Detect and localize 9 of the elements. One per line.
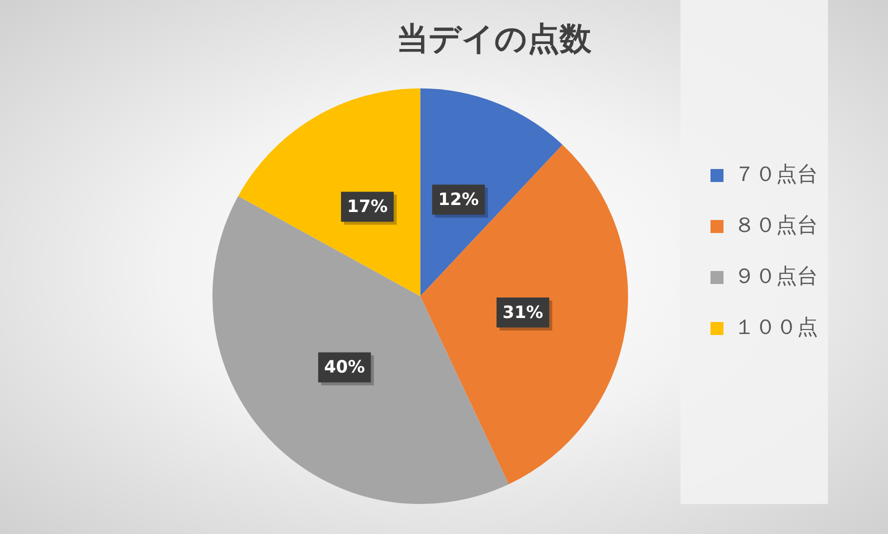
data-label: 31% [502,302,544,323]
legend-label: １００点 [734,314,818,339]
legend-label: ７０点台 [734,162,818,186]
legend-label: ９０点台 [734,264,818,288]
data-label: 17% [347,197,388,218]
legend-label: ８０点台 [734,212,818,237]
text: 当デイの点数 [396,20,592,58]
data-label: 40% [324,358,365,378]
data-label: 12% [438,190,479,210]
